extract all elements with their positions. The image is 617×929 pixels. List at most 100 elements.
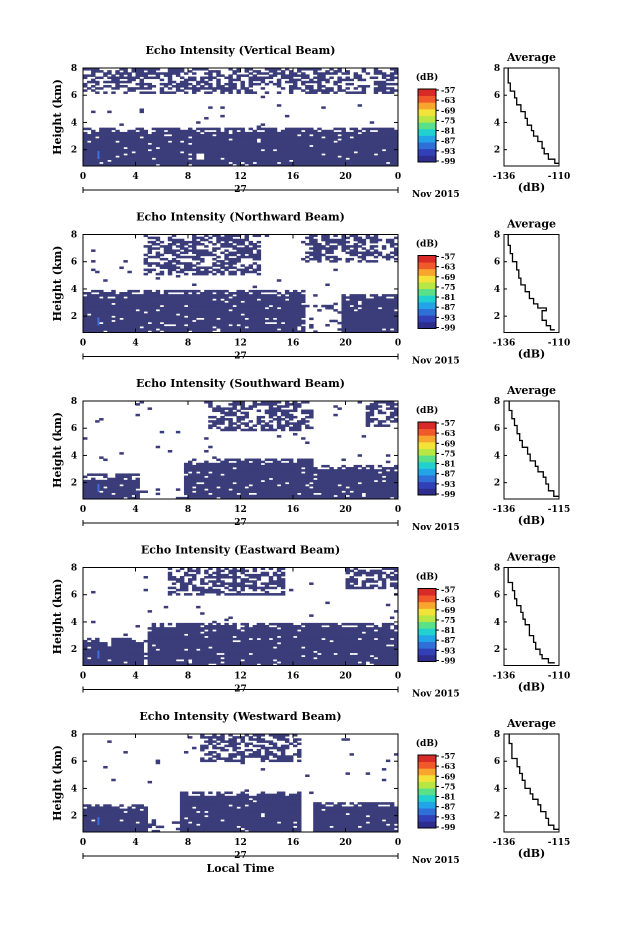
echo-cell (220, 309, 225, 312)
echo-cell (83, 321, 88, 325)
echo-cell (321, 85, 326, 88)
echo-cell (309, 243, 314, 246)
echo-cell (232, 326, 237, 329)
echo-cell (373, 72, 379, 75)
echo-cell (95, 488, 100, 491)
echo-cell (345, 240, 350, 244)
profile-x-tick-label: -110 (548, 339, 571, 349)
echo-cell (297, 144, 302, 148)
echo-cell (321, 234, 326, 238)
echo-cell (288, 486, 294, 489)
echo-cell (159, 155, 165, 158)
echo-cell (147, 82, 153, 86)
echo-cell (188, 255, 193, 259)
echo-cell (284, 300, 290, 304)
echo-cell (188, 321, 193, 325)
echo-cell (264, 469, 270, 472)
echo-cell (284, 129, 290, 133)
echo-cell (288, 460, 294, 464)
echo-cell (268, 326, 274, 329)
echo-cell (188, 249, 193, 252)
echo-cell (155, 140, 161, 143)
echo-cell (297, 321, 302, 325)
echo-cell (353, 249, 359, 252)
echo-cell (212, 471, 217, 474)
echo-cell (288, 490, 294, 494)
echo-cell (252, 477, 258, 481)
echo-cell (107, 131, 112, 135)
echo-cell (139, 323, 144, 327)
echo-cell (232, 136, 237, 139)
echo-cell (188, 127, 193, 131)
echo-cell (248, 264, 254, 267)
echo-cell (264, 471, 270, 474)
echo-cell (147, 155, 153, 158)
echo-cell (216, 138, 221, 141)
echo-cell (393, 311, 399, 314)
echo-cell (103, 153, 108, 156)
echo-cell (143, 289, 149, 293)
echo-cell (220, 262, 225, 265)
echo-cell (83, 484, 88, 487)
echo-cell (333, 413, 338, 417)
echo-cell (99, 479, 104, 483)
echo-cell (183, 306, 189, 310)
echo-cell (369, 304, 375, 308)
echo-cell (280, 490, 286, 494)
echo-cell (309, 236, 314, 240)
echo-cell (240, 140, 245, 143)
echo-cell (175, 238, 181, 242)
echo-cell (175, 311, 181, 314)
echo-cell (155, 151, 161, 154)
echo-cell (159, 157, 165, 161)
echo-cell (244, 411, 249, 415)
echo-cell (192, 159, 197, 163)
echo-cell (293, 138, 298, 141)
echo-cell (163, 82, 169, 86)
echo-cell (341, 484, 346, 487)
echo-cell (119, 76, 124, 80)
echo-cell (252, 292, 258, 295)
echo-cell (325, 80, 330, 84)
echo-cell (220, 411, 225, 415)
echo-cell (264, 304, 270, 308)
echo-cell (345, 161, 350, 165)
echo-cell (309, 467, 314, 470)
echo-cell (95, 134, 100, 137)
echo-cell (305, 496, 310, 500)
echo-cell (119, 68, 124, 71)
echo-cell (147, 70, 153, 73)
echo-cell (369, 240, 375, 244)
echo-cell (244, 255, 249, 259)
echo-cell (256, 82, 262, 86)
echo-cell (256, 306, 262, 310)
echo-cell (389, 72, 395, 75)
echo-cell (183, 328, 189, 331)
echo-cell (377, 481, 383, 485)
echo-cell (272, 304, 278, 308)
echo-cell (264, 82, 270, 86)
echo-cell (252, 153, 258, 156)
echo-cell (208, 153, 213, 156)
echo-cell (288, 298, 294, 301)
echo-cell (244, 157, 249, 161)
echo-cell (341, 306, 346, 310)
echo-cell (131, 315, 136, 318)
echo-cell (381, 484, 387, 487)
echo-cell (309, 411, 314, 415)
echo-cell (377, 424, 383, 427)
echo-cell (188, 302, 193, 306)
echo-cell (228, 262, 233, 265)
echo-cell (163, 142, 169, 146)
echo-cell (349, 298, 354, 301)
echo-cell (288, 80, 294, 84)
echo-cell (325, 155, 330, 158)
echo-cell (228, 234, 233, 238)
echo-cell (373, 138, 379, 141)
echo-cell (91, 311, 96, 314)
echo-cell (349, 492, 354, 496)
echo-cell (204, 82, 209, 86)
echo-cell (183, 78, 189, 82)
echo-cell (111, 306, 116, 310)
echo-cell (192, 268, 197, 272)
